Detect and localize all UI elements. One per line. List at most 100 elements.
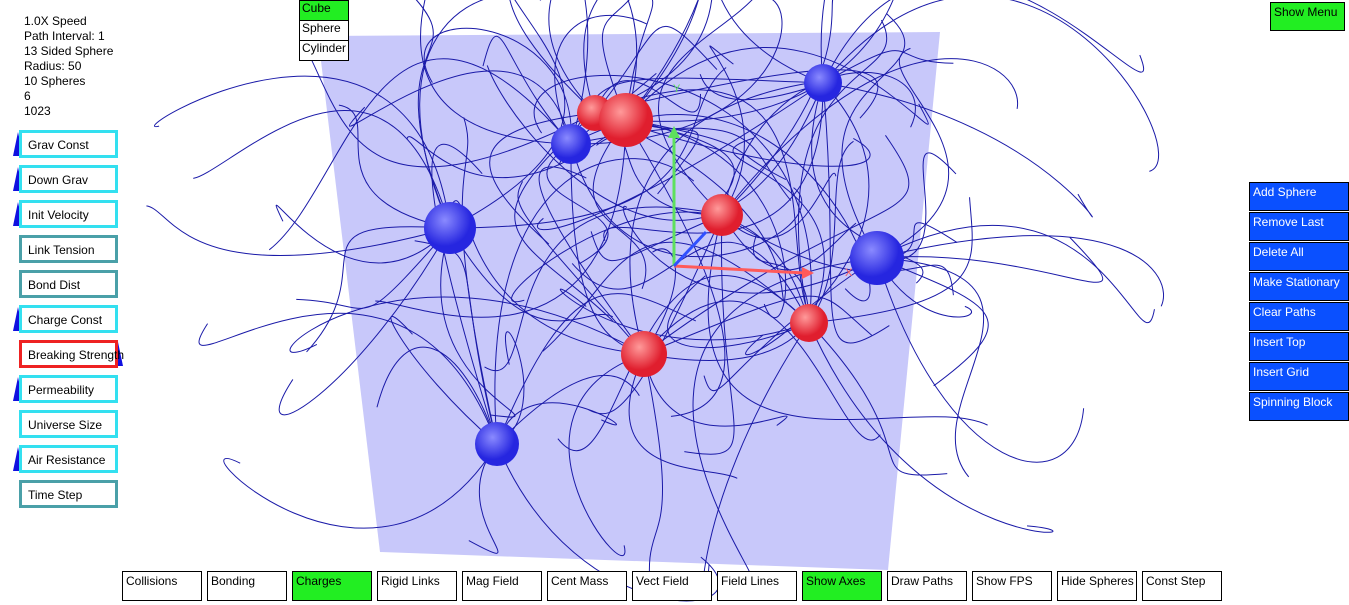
- slider[interactable]: Grav Const: [19, 130, 118, 158]
- status-line: 1.0X Speed: [24, 14, 87, 28]
- shape-option[interactable]: Sphere: [299, 20, 349, 41]
- field-line: [721, 173, 837, 239]
- field-line: [486, 65, 824, 221]
- field-line: [496, 374, 640, 445]
- field-line: [542, 241, 810, 352]
- negative-sphere: [475, 422, 519, 466]
- action-button[interactable]: Add Sphere: [1249, 182, 1349, 211]
- action-button[interactable]: Delete All: [1249, 242, 1349, 271]
- field-line: [667, 275, 810, 348]
- z-axis: [672, 230, 708, 268]
- field-line: [643, 248, 676, 355]
- slider[interactable]: Init Velocity: [19, 200, 118, 228]
- field-line: [876, 257, 989, 387]
- field-line: [594, 112, 871, 167]
- field-line: [306, 226, 451, 353]
- field-line: [699, 74, 824, 101]
- field-line: [268, 58, 572, 251]
- action-button[interactable]: Remove Last: [1249, 212, 1349, 241]
- toggle-button[interactable]: Draw Paths: [887, 571, 967, 601]
- toggle-button[interactable]: Show FPS: [972, 571, 1052, 601]
- field-line: [278, 227, 451, 416]
- positive-sphere: [701, 194, 743, 236]
- toggle-button[interactable]: Bonding: [207, 571, 287, 601]
- field-line: [721, 72, 916, 216]
- axes: Y X: [668, 83, 853, 279]
- field-line: [684, 214, 735, 455]
- field-line: [876, 257, 972, 318]
- field-line: [643, 353, 788, 427]
- toggle-button[interactable]: Field Lines: [717, 571, 797, 601]
- spheres: [424, 64, 904, 466]
- action-button[interactable]: Clear Paths: [1249, 302, 1349, 331]
- field-line: [554, 14, 647, 145]
- field-line: [546, 143, 609, 265]
- field-line: [442, 200, 645, 355]
- toggle-button[interactable]: Rigid Links: [377, 571, 457, 601]
- slider[interactable]: Universe Size: [19, 410, 118, 438]
- shape-option[interactable]: Cylinder: [299, 40, 349, 61]
- field-line: [643, 300, 881, 441]
- action-button[interactable]: Insert Grid: [1249, 362, 1349, 391]
- field-line: [822, 0, 1160, 172]
- toggle-button[interactable]: Charges: [292, 571, 372, 601]
- field-line: [732, 137, 825, 324]
- slider[interactable]: Bond Dist: [19, 270, 118, 298]
- field-line: [496, 402, 617, 445]
- field-line: [822, 0, 1145, 84]
- toggle-button[interactable]: Hide Spheres: [1057, 571, 1137, 601]
- field-line: [517, 181, 645, 355]
- slider[interactable]: Down Grav: [19, 165, 118, 193]
- field-line: [390, 315, 498, 445]
- field-line: [431, 143, 498, 445]
- shape-option[interactable]: Cube: [299, 0, 349, 21]
- field-line: [808, 197, 973, 324]
- action-button[interactable]: Insert Top: [1249, 332, 1349, 361]
- field-line: [594, 112, 787, 303]
- toggle-button[interactable]: Mag Field: [462, 571, 542, 601]
- field-line: [625, 0, 699, 121]
- field-line: [423, 27, 572, 145]
- slider[interactable]: Air Resistance: [19, 445, 118, 473]
- slider[interactable]: Permeability: [19, 375, 118, 403]
- status-line: 6: [24, 89, 31, 103]
- toggle-button[interactable]: Const Step: [1142, 571, 1222, 601]
- field-line: [484, 206, 723, 372]
- field-line: [643, 353, 663, 598]
- field-line: [375, 119, 627, 318]
- negative-sphere: [804, 64, 842, 102]
- positive-sphere: [599, 93, 653, 147]
- show-menu-button[interactable]: Show Menu: [1270, 2, 1345, 31]
- field-line: [721, 58, 1019, 216]
- field-line: [338, 104, 451, 229]
- field-line: [570, 0, 589, 145]
- toggle-button[interactable]: Collisions: [122, 571, 202, 601]
- status-line: 1023: [24, 104, 51, 118]
- toggle-button[interactable]: Show Axes: [802, 571, 882, 601]
- action-button[interactable]: Make Stationary: [1249, 272, 1349, 301]
- field-line: [415, 0, 451, 229]
- field-line: [349, 70, 572, 145]
- action-button[interactable]: Spinning Block: [1249, 392, 1349, 421]
- slider[interactable]: Breaking Strength: [19, 340, 124, 368]
- field-line: [536, 82, 824, 231]
- field-line: [449, 0, 566, 229]
- field-line: [468, 443, 499, 554]
- status-line: 13 Sided Sphere: [24, 44, 114, 58]
- slider[interactable]: Time Step: [19, 480, 118, 508]
- field-line: [876, 224, 1155, 324]
- field-line: [590, 214, 723, 262]
- slider[interactable]: Link Tension: [19, 235, 118, 263]
- y-arrow: [668, 126, 680, 138]
- negative-sphere: [850, 231, 904, 285]
- field-line: [223, 443, 498, 529]
- toggle-button[interactable]: Cent Mass: [547, 571, 627, 601]
- field-line: [625, 119, 787, 319]
- field-line: [570, 0, 783, 145]
- field-line: [568, 353, 645, 557]
- slider[interactable]: Charge Const: [19, 305, 118, 333]
- field-line: [588, 214, 723, 415]
- toggle-button[interactable]: Vect Field: [632, 571, 712, 601]
